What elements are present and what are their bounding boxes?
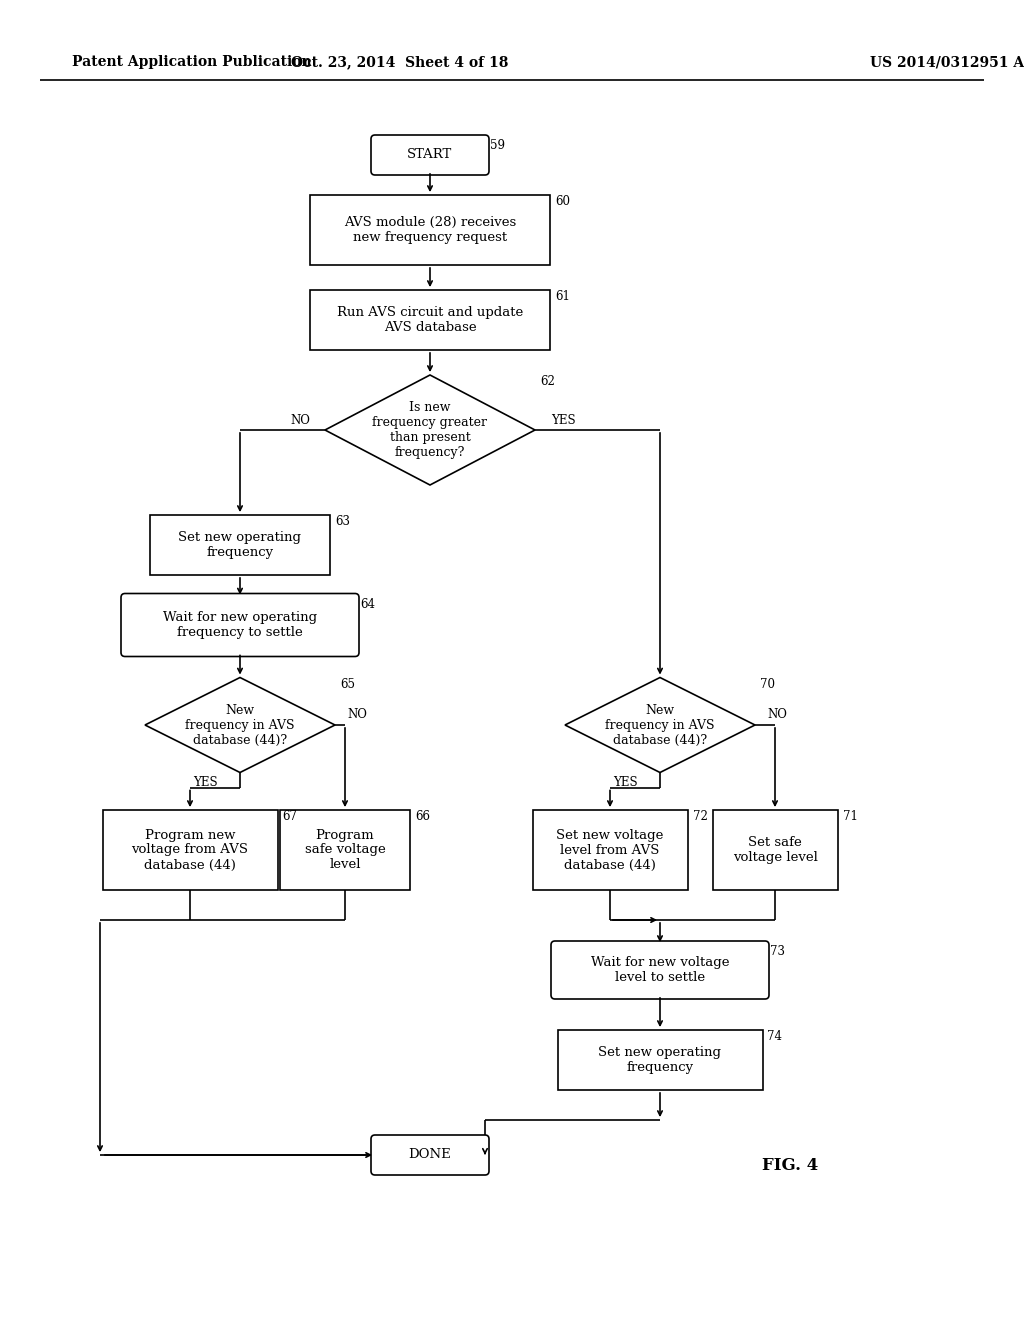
Text: 71: 71 xyxy=(843,810,857,822)
Text: 66: 66 xyxy=(415,810,430,822)
Text: NO: NO xyxy=(767,709,786,722)
FancyBboxPatch shape xyxy=(310,195,550,265)
Text: AVS module (28) receives
new frequency request: AVS module (28) receives new frequency r… xyxy=(344,216,516,244)
Text: Run AVS circuit and update
AVS database: Run AVS circuit and update AVS database xyxy=(337,306,523,334)
Text: NO: NO xyxy=(347,709,367,722)
Text: Set safe
voltage level: Set safe voltage level xyxy=(732,836,817,865)
Text: 61: 61 xyxy=(555,290,570,304)
Polygon shape xyxy=(325,375,535,484)
Text: START: START xyxy=(408,149,453,161)
Text: Set new operating
frequency: Set new operating frequency xyxy=(598,1045,722,1074)
Text: Program
safe voltage
level: Program safe voltage level xyxy=(304,829,385,871)
Text: 59: 59 xyxy=(490,139,505,152)
Text: 60: 60 xyxy=(555,195,570,209)
Text: 62: 62 xyxy=(540,375,555,388)
FancyBboxPatch shape xyxy=(150,515,330,576)
Text: 63: 63 xyxy=(335,515,350,528)
Text: Is new
frequency greater
than present
frequency?: Is new frequency greater than present fr… xyxy=(373,401,487,459)
Polygon shape xyxy=(565,677,755,772)
Text: New
frequency in AVS
database (44)?: New frequency in AVS database (44)? xyxy=(605,704,715,747)
Text: Set new voltage
level from AVS
database (44): Set new voltage level from AVS database … xyxy=(556,829,664,871)
FancyBboxPatch shape xyxy=(121,594,359,656)
FancyBboxPatch shape xyxy=(713,810,838,890)
Text: US 2014/0312951 A1: US 2014/0312951 A1 xyxy=(870,55,1024,69)
Text: 65: 65 xyxy=(340,677,355,690)
Text: YES: YES xyxy=(551,413,575,426)
Text: YES: YES xyxy=(613,776,638,789)
Text: 73: 73 xyxy=(770,945,785,958)
Text: 67: 67 xyxy=(283,810,298,822)
Text: 74: 74 xyxy=(768,1030,782,1043)
Text: FIG. 4: FIG. 4 xyxy=(762,1156,818,1173)
FancyBboxPatch shape xyxy=(280,810,410,890)
Text: 72: 72 xyxy=(692,810,708,822)
Text: New
frequency in AVS
database (44)?: New frequency in AVS database (44)? xyxy=(185,704,295,747)
Text: Oct. 23, 2014  Sheet 4 of 18: Oct. 23, 2014 Sheet 4 of 18 xyxy=(291,55,509,69)
FancyBboxPatch shape xyxy=(371,135,489,176)
FancyBboxPatch shape xyxy=(102,810,278,890)
Text: 70: 70 xyxy=(760,677,775,690)
FancyBboxPatch shape xyxy=(557,1030,763,1090)
Text: Program new
voltage from AVS
database (44): Program new voltage from AVS database (4… xyxy=(131,829,249,871)
FancyBboxPatch shape xyxy=(310,290,550,350)
Polygon shape xyxy=(145,677,335,772)
Text: Set new operating
frequency: Set new operating frequency xyxy=(178,531,301,558)
FancyBboxPatch shape xyxy=(371,1135,489,1175)
Text: Wait for new operating
frequency to settle: Wait for new operating frequency to sett… xyxy=(163,611,317,639)
Text: Patent Application Publication: Patent Application Publication xyxy=(72,55,311,69)
FancyBboxPatch shape xyxy=(551,941,769,999)
Text: NO: NO xyxy=(290,413,310,426)
Text: 64: 64 xyxy=(360,598,375,610)
Text: Wait for new voltage
level to settle: Wait for new voltage level to settle xyxy=(591,956,729,983)
FancyBboxPatch shape xyxy=(532,810,687,890)
Text: YES: YES xyxy=(194,776,218,789)
Text: DONE: DONE xyxy=(409,1148,452,1162)
